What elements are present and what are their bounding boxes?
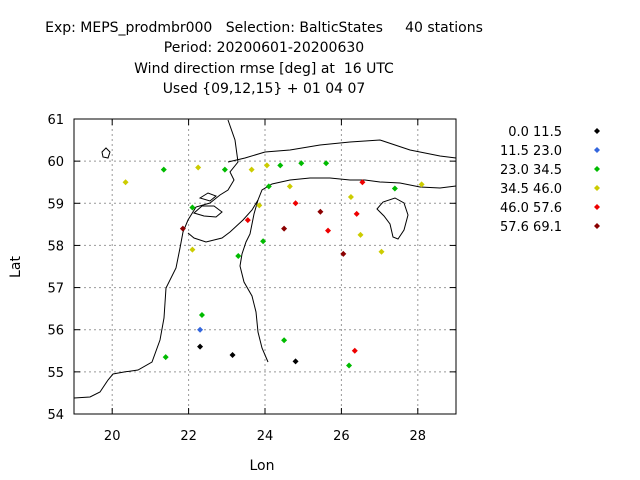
data-point (378, 248, 385, 255)
y-tick-label: 58 (47, 239, 64, 254)
axis-ticks: 20 22 24 26 28 54 55 56 57 58 59 60 61 (47, 113, 456, 444)
data-point (189, 204, 196, 211)
legend-label: 11.5 23.0 (500, 144, 562, 159)
y-tick-label: 54 (47, 408, 64, 423)
x-tick-label: 28 (410, 429, 427, 444)
legend-marker (594, 204, 600, 210)
data-point (346, 362, 353, 369)
data-point (292, 358, 299, 365)
legend-marker (594, 128, 600, 134)
legend: 0.0 11.5 11.5 23.0 23.0 34.5 34.5 46.0 46.0 … (500, 125, 600, 235)
data-point (281, 337, 288, 344)
data-point (298, 160, 305, 167)
data-point (277, 162, 284, 169)
y-tick-label: 60 (47, 155, 64, 170)
data-point (325, 227, 332, 234)
data-point (265, 183, 272, 190)
data-point (281, 225, 288, 232)
legend-label: 46.0 57.6 (500, 201, 562, 216)
data-point (292, 200, 299, 207)
legend-marker (594, 223, 600, 229)
grid (74, 119, 456, 414)
x-tick-label: 24 (257, 429, 274, 444)
y-tick-label: 56 (47, 324, 64, 339)
x-tick-label: 20 (104, 429, 121, 444)
data-point (351, 347, 358, 354)
data-point (197, 343, 204, 350)
data-point (198, 311, 205, 318)
legend-label: 23.0 34.5 (500, 163, 562, 178)
data-point (179, 225, 186, 232)
title-line-1: Exp: MEPS_prodmbr000 Selection: BalticSt… (45, 20, 483, 36)
legend-marker (594, 185, 600, 191)
data-point (340, 250, 347, 257)
data-point (248, 166, 255, 173)
y-axis-label: Lat (8, 256, 24, 278)
legend-label: 57.6 69.1 (500, 220, 562, 235)
data-point (317, 208, 324, 215)
title-line-2: Period: 20200601-20200630 (163, 40, 365, 56)
legend-marker (594, 166, 600, 172)
data-point (359, 179, 366, 186)
data-point (235, 252, 242, 259)
data-point (229, 352, 236, 358)
data-point (347, 193, 354, 200)
data-point (260, 238, 267, 245)
x-axis-label: Lon (250, 458, 275, 474)
data-point (221, 166, 228, 173)
y-tick-label: 57 (47, 282, 64, 297)
data-point (160, 166, 167, 173)
data-points (122, 160, 425, 369)
data-point (195, 164, 202, 171)
data-point (189, 246, 196, 253)
data-point (256, 202, 263, 209)
data-point (244, 217, 251, 224)
data-point (418, 181, 425, 188)
y-tick-label: 61 (47, 113, 64, 128)
x-tick-label: 26 (333, 429, 350, 444)
data-point (357, 231, 364, 238)
data-point (162, 354, 169, 361)
title-line-4: Used {09,12,15} + 01 04 07 (162, 81, 366, 97)
x-tick-label: 22 (180, 429, 197, 444)
data-point (122, 179, 129, 186)
data-point (286, 183, 293, 190)
data-point (391, 185, 398, 192)
data-point (197, 326, 204, 333)
coastline (73, 119, 457, 399)
title-line-3: Wind direction rmse [deg] at 16 UTC (134, 61, 394, 77)
y-tick-label: 59 (47, 197, 64, 212)
data-point (353, 210, 360, 217)
data-point (323, 160, 330, 167)
y-tick-label: 55 (47, 366, 64, 381)
legend-label: 34.5 46.0 (500, 182, 562, 197)
data-point (263, 162, 270, 169)
legend-label: 0.0 11.5 (508, 125, 562, 140)
legend-marker (594, 147, 600, 153)
